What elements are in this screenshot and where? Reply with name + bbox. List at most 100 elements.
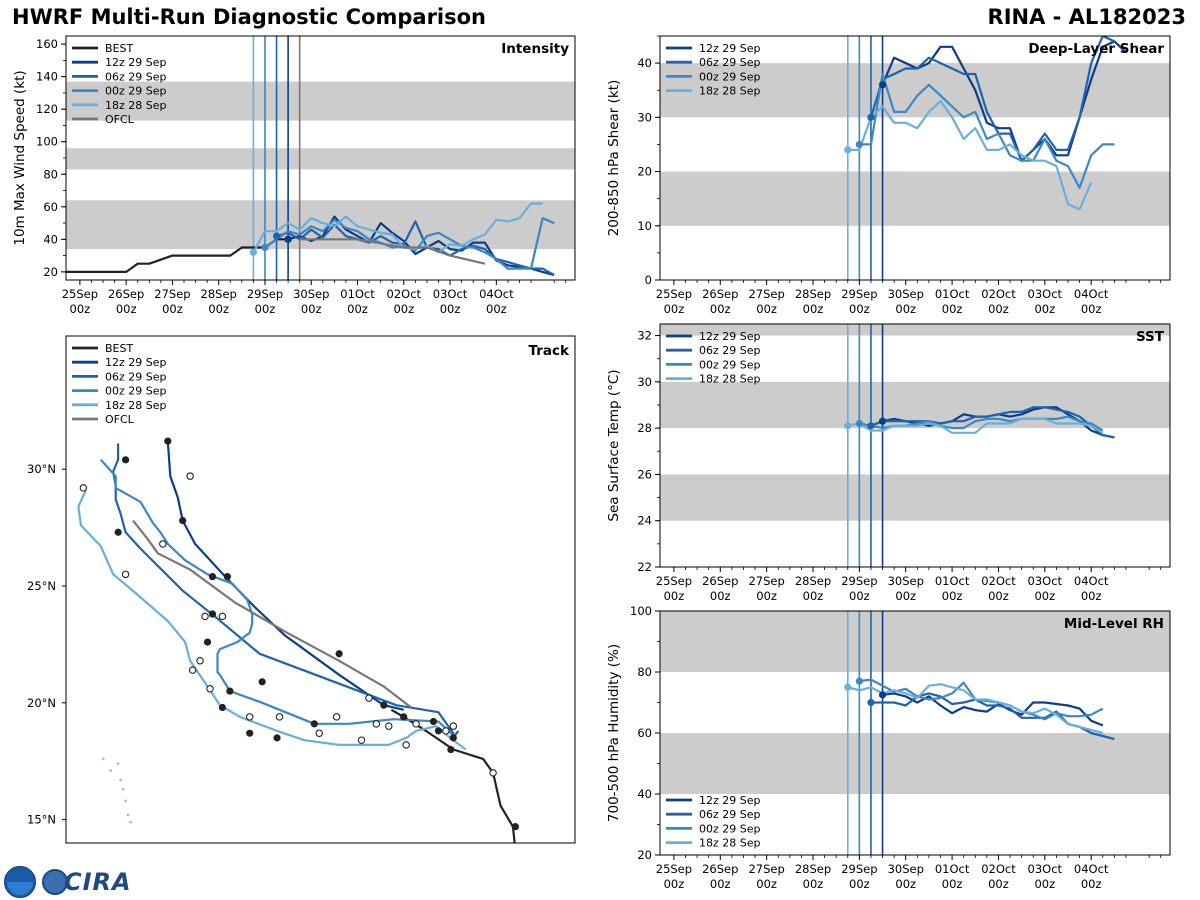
track-point-12z [196, 657, 204, 665]
x-tick-hour: 00z [1081, 302, 1102, 316]
x-tick-hour: 00z [988, 589, 1009, 603]
shaded-band [660, 733, 1170, 794]
panel-title: Track [529, 343, 570, 359]
x-tick-day: 02Oct [981, 862, 1016, 876]
series-line-18z-28-sep [847, 99, 1093, 211]
y-tick-label: 30 [637, 375, 652, 389]
track-point-00z [208, 573, 217, 581]
legend-label: 06z 29 Sep [699, 344, 761, 357]
legend-label: 12z 29 Sep [699, 330, 761, 343]
track-point-12z [79, 484, 88, 492]
legend-label: BEST [105, 42, 133, 55]
x-tick-hour: 00z [664, 589, 685, 603]
x-tick-day: 29Sep [841, 287, 877, 301]
x-tick-day: 03Oct [433, 287, 468, 301]
x-tick-day: 27Sep [748, 574, 784, 588]
lat-tick-label: 25°N [27, 579, 56, 593]
x-tick-hour: 00z [116, 302, 137, 316]
shaded-band [660, 611, 1170, 672]
track-point-12z [121, 570, 130, 579]
track-point-12z [159, 540, 167, 548]
init-marker [855, 140, 863, 149]
series-line-06z-29-sep [869, 36, 1115, 162]
x-tick-hour: 00z [756, 302, 777, 316]
legend-label: 18z 28 Sep [699, 837, 761, 850]
track-point-12z [402, 741, 410, 749]
y-tick-label: 20 [637, 848, 652, 862]
island-dot [121, 787, 125, 791]
x-tick-day: 26Sep [702, 862, 738, 876]
track-point-12z [385, 722, 393, 730]
x-tick-hour: 00z [1034, 302, 1055, 316]
x-tick-day: 28Sep [795, 862, 831, 876]
track-point-00z [179, 516, 187, 525]
x-tick-hour: 00z [1081, 589, 1102, 603]
track-line-00z-29-sep [99, 459, 457, 739]
track-point-00z [434, 727, 443, 735]
shaded-band [66, 148, 575, 170]
x-tick-hour: 00z [208, 302, 229, 316]
y-tick-label: 40 [637, 56, 652, 70]
x-tick-day: 27Sep [748, 862, 784, 876]
x-tick-day: 25Sep [62, 287, 98, 301]
x-tick-hour: 00z [942, 302, 963, 316]
x-tick-hour: 00z [895, 302, 916, 316]
y-axis-label: Sea Surface Temp (°C) [606, 369, 622, 521]
track-point-00z [203, 638, 212, 646]
series-line-ofcl [299, 238, 486, 265]
track-point-12z [442, 727, 450, 735]
series-line-06z-29-sep [276, 220, 555, 277]
chart-intensity: 2040608010012014016025Sep00z26Sep00z27Se… [12, 35, 576, 316]
x-tick-hour: 00z [988, 302, 1009, 316]
y-tick-label: 20 [43, 265, 58, 279]
y-axis-label: 10m Max Wind Speed (kt) [12, 70, 28, 245]
track-point-12z [489, 769, 497, 777]
x-tick-day: 25Sep [656, 287, 692, 301]
track-point-12z [357, 736, 366, 744]
track-point-00z [447, 745, 455, 754]
x-tick-hour: 00z [664, 877, 685, 891]
track-point-00z [258, 678, 266, 686]
x-tick-day: 04Oct [1074, 862, 1109, 876]
x-tick-hour: 00z [710, 589, 731, 603]
track-point-12z [449, 722, 458, 730]
cira-logo-text: CIRA [64, 868, 132, 896]
legend-label: 12z 29 Sep [699, 794, 761, 807]
track-point-12z [412, 720, 420, 728]
panel-title: Intensity [501, 41, 569, 57]
series-line-18z-28-sep [847, 417, 1104, 434]
track-point-12z [365, 694, 373, 702]
x-tick-day: 02Oct [981, 287, 1016, 301]
x-tick-hour: 00z [895, 589, 916, 603]
legend-label: 12z 29 Sep [105, 56, 167, 69]
track-line-ofcl [132, 519, 412, 709]
x-tick-day: 01Oct [340, 287, 375, 301]
init-marker [867, 113, 875, 121]
noaa-logo-icon [4, 866, 36, 898]
island-dot [119, 778, 123, 782]
x-tick-hour: 00z [255, 302, 276, 316]
plot-area-shear [660, 36, 1170, 280]
axes-frame [65, 335, 576, 844]
y-axis-label: 700-500 hPa Humidity (%) [606, 644, 622, 822]
island-dot [109, 769, 113, 772]
x-tick-hour: 00z [849, 302, 870, 316]
x-tick-day: 02Oct [981, 574, 1016, 588]
track-point-00z [400, 713, 408, 721]
x-tick-day: 25Sep [656, 862, 692, 876]
init-marker [855, 419, 863, 428]
x-tick-hour: 00z [486, 302, 507, 316]
shaded-band [660, 324, 1170, 336]
series-line-12z-29-sep [881, 40, 1127, 162]
y-tick-label: 0 [645, 273, 652, 287]
page-title: HWRF Multi-Run Diagnostic Comparison [12, 5, 487, 29]
x-tick-day: 03Oct [1028, 287, 1063, 301]
legend-label: 12z 29 Sep [105, 356, 167, 369]
legend-label: 18z 28 Sep [699, 85, 761, 98]
track-point-12z [245, 713, 254, 721]
globe-icon [42, 869, 68, 895]
y-tick-label: 28 [637, 421, 652, 435]
series-line-06z-29-sep [870, 406, 1115, 439]
track-line-18z-28-sep [77, 489, 467, 751]
x-tick-hour: 00z [942, 877, 963, 891]
